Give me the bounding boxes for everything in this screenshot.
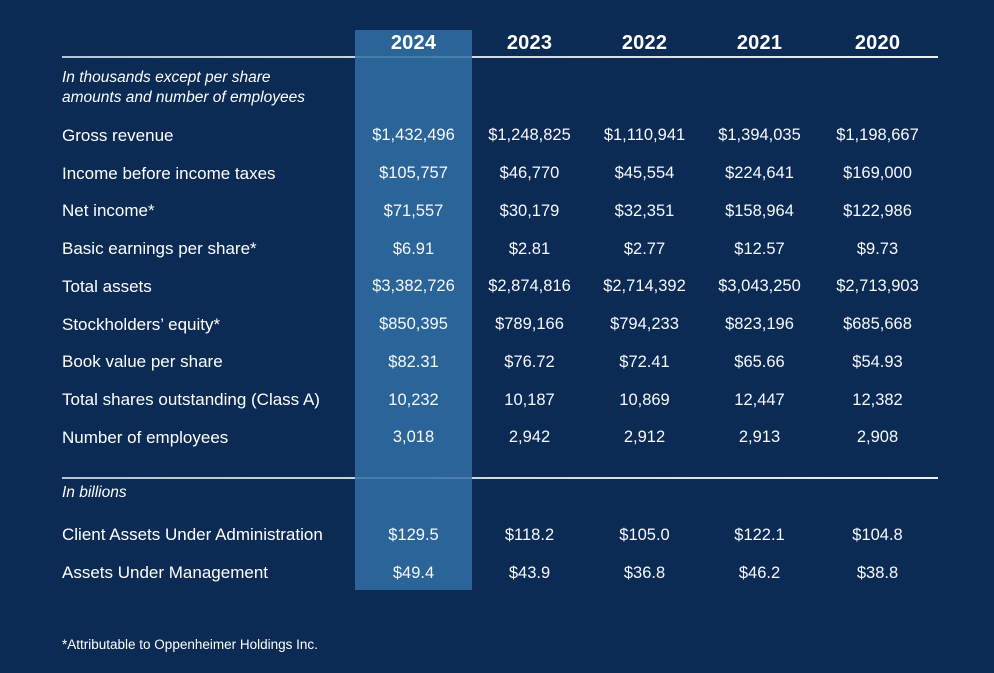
row-label: Gross revenue [62,125,174,145]
value-cell: 2,913 [738,428,781,447]
value-cell: $789,166 [495,315,564,334]
value-cell: $1,394,035 [718,126,801,145]
value-cell: $2,714,392 [603,277,686,296]
value-cell: $76.72 [504,352,555,371]
value-cell: $2.81 [508,239,551,258]
section2-note: In billions [62,484,127,501]
value-cell: $122,986 [843,201,912,220]
row-label: Total assets [62,276,152,296]
value-cell: 3,018 [392,428,435,447]
value-cell: 2,912 [623,428,666,447]
footnote: *Attributable to Oppenheimer Holdings In… [62,637,318,652]
value-cell: 10,869 [619,390,670,409]
value-cell: $43.9 [508,563,551,582]
value-cell: 2,908 [856,428,899,447]
value-cell: 12,447 [734,390,785,409]
value-cell: $1,248,825 [488,126,571,145]
year-header-2023: 2023 [506,32,553,54]
row-label: Number of employees [62,427,229,447]
table-row-net-income: Net income* $71,557 $30,179 $32,351 $158… [62,193,938,231]
highlight-column-2024 [355,30,472,590]
table-row-stockholders-equity: Stockholders’ equity* $850,395 $789,166 … [62,306,938,344]
table-row-employees: Number of employees 3,018 2,942 2,912 2,… [62,419,938,457]
row-label: Total shares outstanding (Class A) [62,390,320,410]
section1-note: In thousands except per share amounts an… [62,68,305,108]
value-cell: $2.77 [623,239,666,258]
value-cell: $65.66 [734,352,785,371]
value-cell: $118.2 [504,525,555,544]
row-label: Client Assets Under Administration [62,525,323,544]
value-cell: 10,232 [388,390,439,409]
value-cell: $850,395 [379,315,448,334]
year-header-2021: 2021 [736,32,783,54]
row-label: Income before income taxes [62,163,276,183]
section1-note-line2: amounts and number of employees [62,89,305,106]
value-cell: $30,179 [499,201,560,220]
year-header-2022: 2022 [621,32,668,54]
value-cell: $32,351 [614,201,675,220]
value-cell: $1,110,941 [603,126,686,145]
value-cell: 2,942 [508,428,551,447]
section2-table: Client Assets Under Administration $129.… [62,516,938,592]
value-cell: $3,382,726 [372,277,455,296]
value-cell: $12.57 [734,239,785,258]
value-cell: $82.31 [388,352,439,371]
value-cell: $105.0 [619,525,670,544]
value-cell: $169,000 [843,164,912,183]
table-row-total-shares: Total shares outstanding (Class A) 10,23… [62,381,938,419]
value-cell: $49.4 [392,563,435,582]
section1-table: Gross revenue $1,432,496 $1,248,825 $1,1… [62,117,938,457]
value-cell: $54.93 [852,352,903,371]
value-cell: $129.5 [388,525,439,544]
value-cell: $71,557 [383,201,444,220]
divider-line-middle [62,477,938,479]
value-cell: $46,770 [499,164,560,183]
table-row-client-assets: Client Assets Under Administration $129.… [62,516,938,554]
value-cell: $72.41 [619,352,670,371]
year-header-2024: 2024 [390,32,437,54]
value-cell: 10,187 [504,390,555,409]
row-label: Net income* [62,201,155,221]
row-label: Stockholders’ equity* [62,314,221,334]
value-cell: 12,382 [852,390,903,409]
value-cell: $45,554 [614,164,675,183]
value-cell: $158,964 [725,201,794,220]
value-cell: $104.8 [852,525,903,544]
value-cell: $685,668 [843,315,912,334]
divider-line-top [62,56,938,58]
table-row-gross-revenue: Gross revenue $1,432,496 $1,248,825 $1,1… [62,117,938,155]
value-cell: $36.8 [623,563,666,582]
value-cell: $105,757 [379,164,448,183]
section1-note-line1: In thousands except per share [62,69,271,86]
value-cell: $224,641 [725,164,794,183]
table-row-total-assets: Total assets $3,382,726 $2,874,816 $2,71… [62,268,938,306]
value-cell: $794,233 [610,315,679,334]
value-cell: $2,874,816 [488,277,571,296]
value-cell: $2,713,903 [836,277,919,296]
table-row-basic-eps: Basic earnings per share* $6.91 $2.81 $2… [62,230,938,268]
row-label: Book value per share [62,352,223,372]
year-header-2020: 2020 [854,32,901,54]
table-row-income-before-taxes: Income before income taxes $105,757 $46,… [62,155,938,193]
row-label: Assets Under Management [62,563,268,582]
year-header-row: 2024 2023 2022 2021 2020 [62,30,938,57]
row-label: Basic earnings per share* [62,239,257,259]
value-cell: $38.8 [856,563,899,582]
value-cell: $3,043,250 [718,277,801,296]
value-cell: $1,198,667 [836,126,919,145]
value-cell: $6.91 [392,239,435,258]
value-cell: $46.2 [738,563,781,582]
value-cell: $1,432,496 [372,126,455,145]
table-row-book-value: Book value per share $82.31 $76.72 $72.4… [62,344,938,382]
value-cell: $9.73 [856,239,899,258]
value-cell: $823,196 [725,315,794,334]
value-cell: $122.1 [734,525,785,544]
table-row-aum: Assets Under Management $49.4 $43.9 $36.… [62,554,938,592]
